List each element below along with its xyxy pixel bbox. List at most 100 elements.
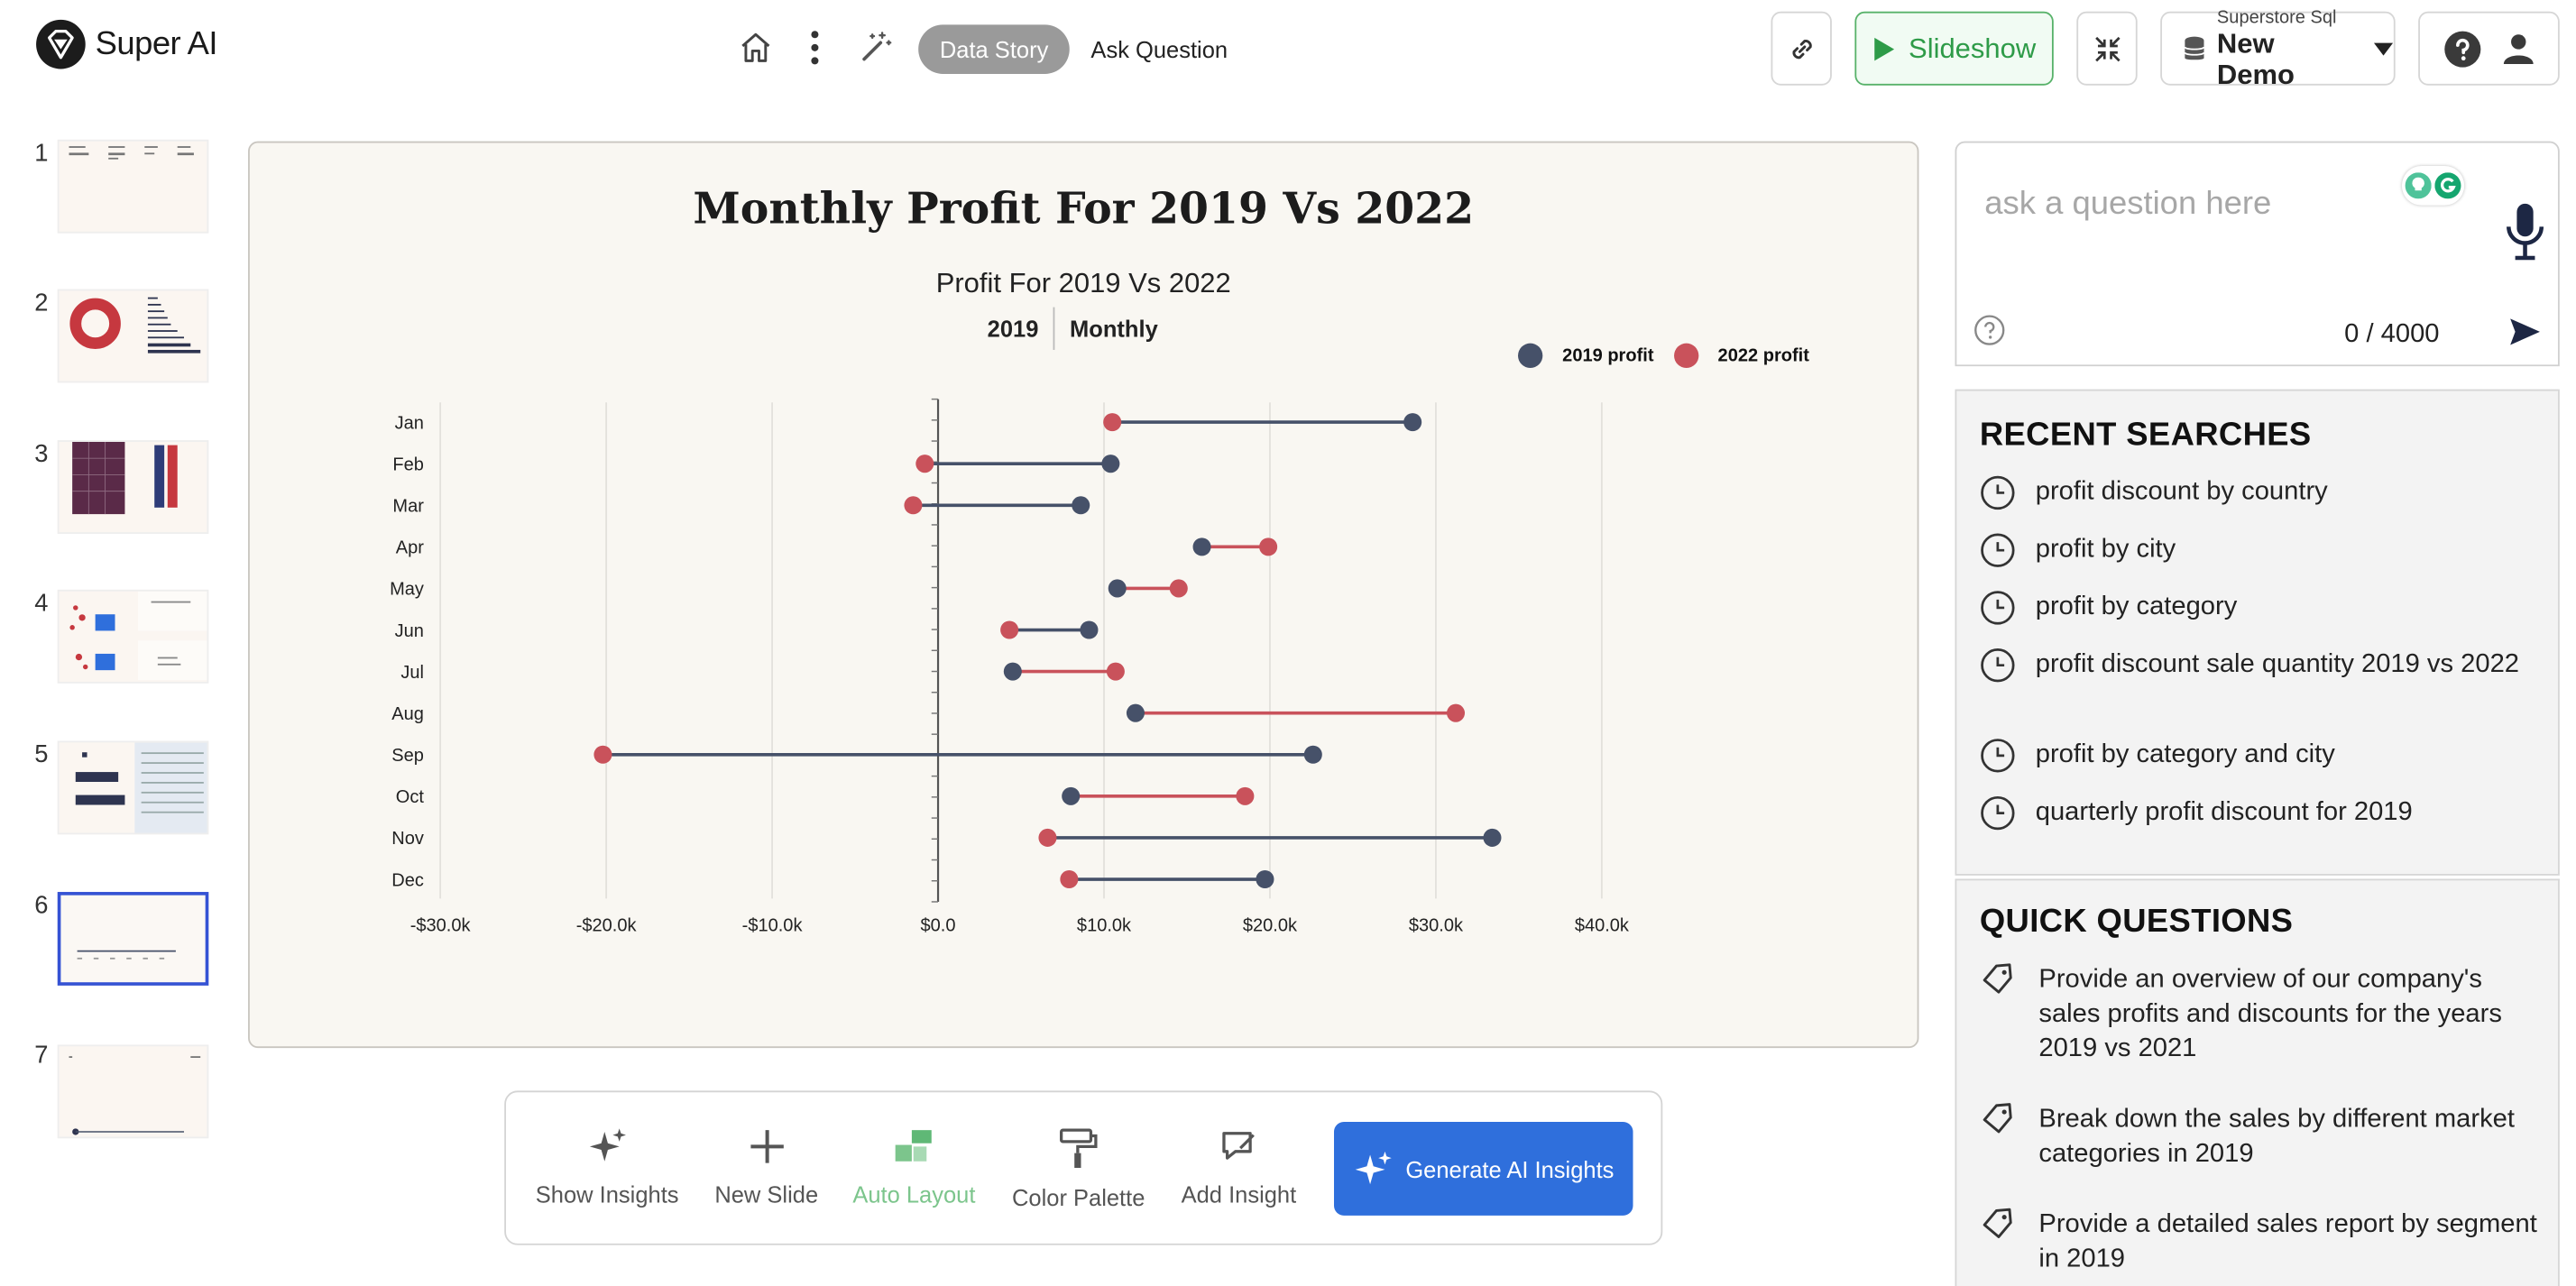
- legend-label-2022: 2022 profit: [1717, 345, 1809, 366]
- send-icon[interactable]: [2508, 317, 2541, 347]
- x-tick-label: $30.0k: [1409, 916, 1464, 936]
- point-2022: [1060, 869, 1079, 889]
- thumb-number: 4: [34, 589, 49, 618]
- y-category-label: Sep: [391, 746, 424, 766]
- y-category-label: Jan: [395, 413, 424, 433]
- tag-icon: [1983, 963, 2012, 994]
- recent-search-text: quarterly profit discount for 2019: [2035, 798, 2413, 827]
- thumb-number: 2: [34, 289, 49, 317]
- slide-thumbnail-5[interactable]: [57, 740, 209, 835]
- recent-search-item[interactable]: profit discount sale quantity 2019 vs 20…: [1980, 648, 2538, 684]
- more-options-icon[interactable]: [796, 28, 835, 68]
- collapse-icon: [2094, 36, 2120, 61]
- magic-wand-icon[interactable]: [856, 28, 896, 68]
- slide-thumbnail-1[interactable]: [57, 139, 209, 234]
- datasource-select[interactable]: Superstore Sql New Demo: [2160, 7, 2396, 90]
- datasource-label: Superstore Sql: [2216, 7, 2337, 28]
- new-slide-button[interactable]: New Slide: [714, 1125, 818, 1208]
- assistant-extensions[interactable]: [2401, 165, 2465, 206]
- link-icon: [1791, 39, 1811, 59]
- microphone-icon[interactable]: [2502, 202, 2548, 262]
- recent-search-item[interactable]: profit by city: [1980, 532, 2538, 568]
- ask-input[interactable]: ask a question here: [1984, 185, 2272, 222]
- quick-question-text: Provide a detailed sales report by segme…: [2038, 1210, 2537, 1273]
- recent-search-item[interactable]: profit discount by country: [1980, 474, 2538, 510]
- x-tick-label: $40.0k: [1575, 916, 1630, 936]
- point-2022: [1446, 703, 1466, 722]
- recent-searches: RECENT SEARCHES profit discount by count…: [1955, 389, 2560, 876]
- x-tick-label: $10.0k: [1077, 916, 1132, 936]
- help-icon[interactable]: [2443, 29, 2482, 69]
- point-2022: [904, 496, 923, 515]
- clock-icon: [1981, 648, 2015, 683]
- add-insight-button[interactable]: Add Insight: [1182, 1125, 1296, 1208]
- quick-question-item[interactable]: Provide a detailed sales report by segme…: [1980, 1208, 2538, 1277]
- point-2019: [1080, 620, 1099, 639]
- auto-layout-button[interactable]: Auto Layout: [852, 1125, 975, 1208]
- x-tick-label: $20.0k: [1243, 916, 1298, 936]
- quick-questions: QUICK QUESTIONS Provide an overview of o…: [1955, 878, 2560, 1286]
- quick-questions-heading: QUICK QUESTIONS: [1979, 903, 2294, 940]
- quick-question-text: Provide an overview of our company's sal…: [2038, 966, 2502, 1063]
- slide-thumbnail-3[interactable]: [57, 440, 209, 534]
- show-insights-label: Show Insights: [535, 1180, 679, 1208]
- home-icon[interactable]: [736, 28, 776, 68]
- point-2022: [915, 455, 934, 473]
- slide-thumbnail-2[interactable]: [57, 289, 209, 383]
- generate-label: Generate AI Insights: [1405, 1155, 1615, 1182]
- x-tick-label: -$10.0k: [742, 916, 804, 936]
- x-tick-label: -$20.0k: [576, 916, 638, 936]
- filter-year[interactable]: 2019: [987, 315, 1039, 342]
- point-2019: [1192, 537, 1211, 556]
- quick-question-item[interactable]: Provide an overview of our company's sal…: [1980, 962, 2538, 1066]
- slide-thumbnail-6[interactable]: [57, 892, 209, 986]
- recent-search-text: profit by city: [2035, 535, 2176, 564]
- auto-layout-label: Auto Layout: [852, 1180, 976, 1208]
- recent-search-item[interactable]: profit by category and city: [1980, 738, 2538, 774]
- fullscreen-button[interactable]: [2076, 11, 2138, 86]
- color-palette-label: Color Palette: [1012, 1184, 1145, 1211]
- thumb-number: 6: [34, 892, 49, 921]
- clock-icon: [1981, 739, 2015, 773]
- show-insights-button[interactable]: Show Insights: [536, 1125, 679, 1208]
- ask-question-tab[interactable]: Ask Question: [1090, 36, 1228, 63]
- recent-search-text: profit discount sale quantity 2019 vs 20…: [2035, 650, 2520, 679]
- slide-title[interactable]: Monthly Profit For 2019 Vs 2022: [693, 185, 1475, 235]
- generate-ai-insights-button[interactable]: Generate AI Insights: [1334, 1122, 1633, 1216]
- share-link-button[interactable]: [1771, 11, 1832, 86]
- user-help-group: [2418, 11, 2560, 86]
- ask-question-box[interactable]: ask a question here 0 / 4000: [1955, 141, 2560, 367]
- filter-period[interactable]: Monthly: [1070, 315, 1158, 342]
- data-story-tab[interactable]: Data Story: [918, 24, 1071, 74]
- bulb-icon: [2405, 172, 2432, 199]
- user-icon[interactable]: [2499, 31, 2535, 67]
- assistant-panel: ask a question here 0 / 4000 RECENT SEAR…: [1955, 141, 2560, 1286]
- help-circle-icon[interactable]: [1973, 314, 2006, 346]
- y-category-label: Nov: [391, 829, 424, 849]
- point-2022: [593, 745, 612, 764]
- quick-question-item[interactable]: Break down the sales by different market…: [1980, 1102, 2538, 1171]
- y-category-label: May: [390, 580, 424, 600]
- point-2022: [1000, 620, 1019, 639]
- app-name: Super AI: [95, 25, 218, 62]
- clock-icon: [1981, 795, 2015, 831]
- filter-divider: [1053, 307, 1055, 350]
- slide-thumbnail-4[interactable]: [57, 589, 209, 684]
- point-2022: [1169, 579, 1188, 598]
- point-2022: [1106, 662, 1125, 681]
- point-2022: [1236, 786, 1255, 805]
- comment-edit-icon: [1222, 1132, 1255, 1160]
- database-icon: [2184, 35, 2205, 60]
- tag-icon: [1983, 1208, 2012, 1238]
- slide-thumbnail-7[interactable]: [57, 1044, 209, 1139]
- paint-roller-icon: [1060, 1128, 1099, 1169]
- slideshow-button[interactable]: Slideshow: [1854, 11, 2054, 86]
- datasource-name: New Demo: [2216, 27, 2295, 90]
- slide-canvas[interactable]: Monthly Profit For 2019 Vs 2022 Profit F…: [248, 141, 1919, 1049]
- recent-search-item[interactable]: profit by category: [1980, 590, 2538, 626]
- app-logo[interactable]: Super AI: [36, 19, 218, 69]
- legend-label-2019: 2019 profit: [1562, 345, 1654, 366]
- y-category-label: Oct: [396, 787, 425, 807]
- color-palette-button[interactable]: Color Palette: [1012, 1125, 1145, 1211]
- recent-search-item[interactable]: quarterly profit discount for 2019: [1980, 795, 2538, 831]
